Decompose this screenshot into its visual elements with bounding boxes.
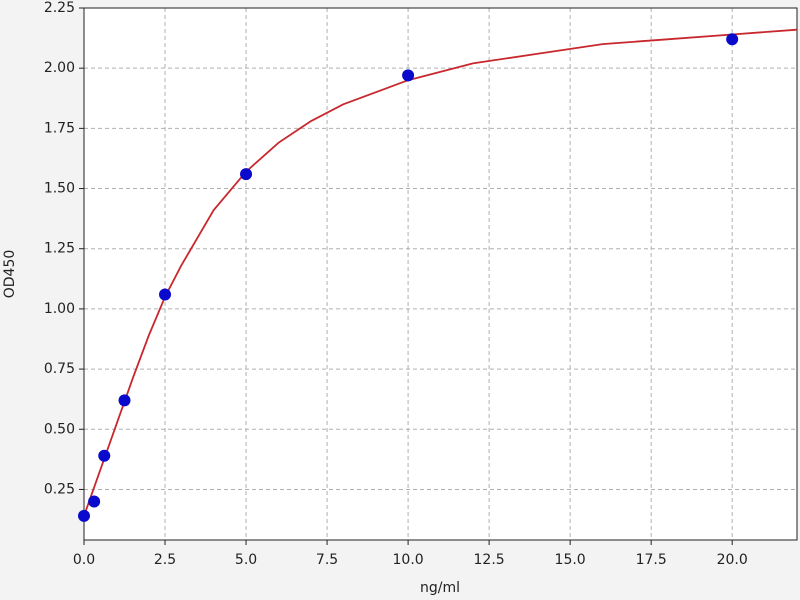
x-tick-label: 7.5 [316,552,338,568]
x-tick-label: 0.0 [73,552,95,568]
data-point [78,509,90,522]
data-point [159,288,172,301]
y-tick-label: 1.75 [44,120,75,136]
y-tick-label: 1.00 [44,301,75,317]
data-point [402,69,415,82]
data-point [240,168,253,181]
y-tick-label: 2.25 [44,0,75,16]
y-tick-label: 0.25 [44,481,75,497]
x-tick-label: 5.0 [235,552,257,568]
y-tick-label: 0.75 [44,361,75,377]
y-tick-label: 1.50 [44,181,75,197]
y-axis-label: OD450 [2,250,18,299]
fit-curve [83,28,798,517]
x-tick-label: 12.5 [474,552,505,568]
y-tick-label: 1.25 [44,241,75,257]
plot-area [84,8,797,540]
x-tick-label: 17.5 [636,552,667,568]
data-point [118,394,131,407]
x-axis-label: ng/ml [420,580,460,596]
x-tick-label: 15.0 [555,552,586,568]
data-point [98,449,111,462]
data-point [88,495,101,508]
plot-frame [83,7,798,541]
x-tick-label: 20.0 [717,552,748,568]
x-tick-label: 10.0 [393,552,424,568]
y-tick-label: 2.00 [44,60,75,76]
data-point [726,33,739,46]
y-tick-label: 0.50 [44,421,75,437]
x-tick-label: 2.5 [154,552,176,568]
